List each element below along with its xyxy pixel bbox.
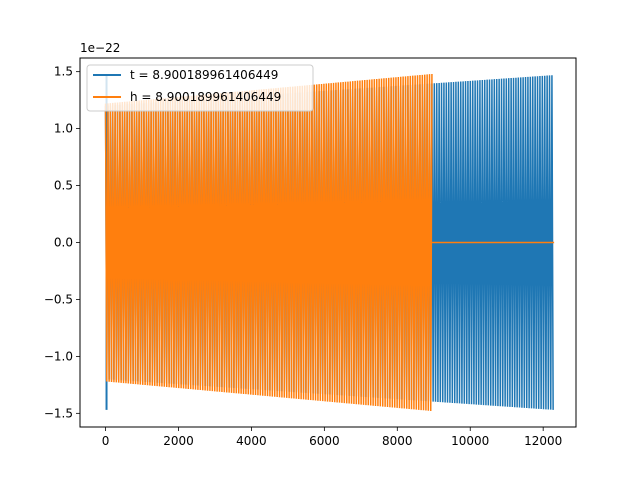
x-tick-label: 4000 bbox=[236, 434, 267, 448]
x-tick-label: 8000 bbox=[382, 434, 413, 448]
y-tick-label: 1.0 bbox=[54, 122, 73, 136]
legend-label-t: t = 8.900189961406449 bbox=[130, 68, 278, 82]
y-offset-label: 1e−22 bbox=[80, 41, 120, 55]
y-axis: −1.5 −1.0 −0.5 0.0 0.5 1.0 1.5 bbox=[44, 65, 80, 420]
series-layer bbox=[104, 73, 555, 411]
y-tick-label: −1.0 bbox=[44, 349, 73, 363]
legend-label-h: h = 8.900189961406449 bbox=[130, 90, 281, 104]
y-tick-label: −1.5 bbox=[44, 406, 73, 420]
y-tick-label: 0.0 bbox=[54, 236, 73, 250]
x-tick-label: 0 bbox=[102, 434, 110, 448]
x-tick-label: 12000 bbox=[524, 434, 562, 448]
legend: t = 8.900189961406449 h = 8.900189961406… bbox=[86, 64, 314, 112]
x-tick-label: 10000 bbox=[451, 434, 489, 448]
y-tick-label: 1.5 bbox=[54, 65, 73, 79]
legend-box bbox=[86, 64, 314, 112]
x-tick-label: 2000 bbox=[163, 434, 194, 448]
series-h-line bbox=[104, 73, 433, 411]
y-tick-label: 0.5 bbox=[54, 179, 73, 193]
x-axis: 0 2000 4000 6000 8000 10000 12000 bbox=[102, 427, 562, 448]
y-tick-label: −0.5 bbox=[44, 292, 73, 306]
x-tick-label: 6000 bbox=[309, 434, 340, 448]
